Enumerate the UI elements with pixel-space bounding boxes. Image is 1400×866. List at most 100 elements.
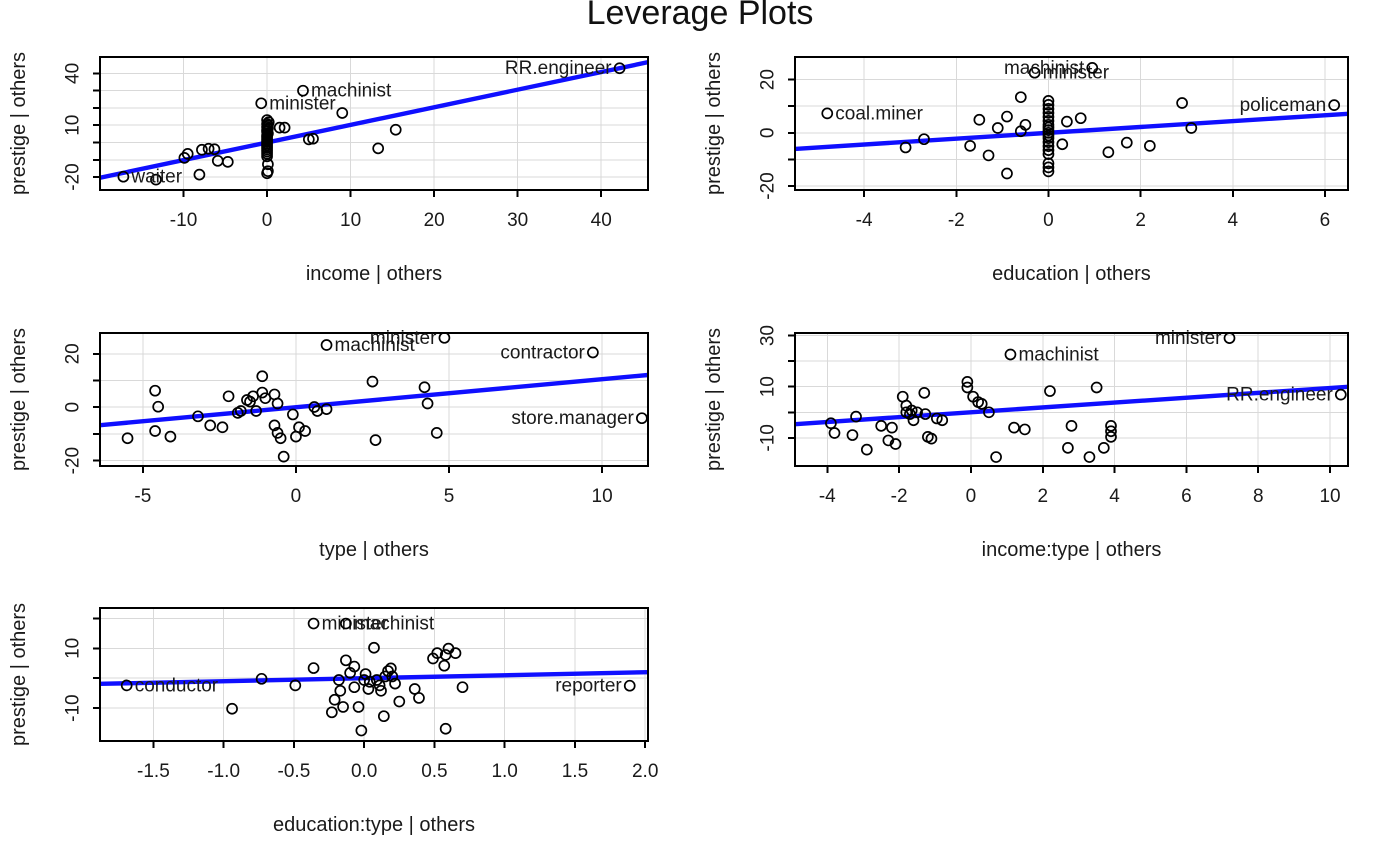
data-point bbox=[149, 425, 161, 437]
point-label: minister bbox=[1043, 63, 1110, 84]
x-tick-label: 10 bbox=[340, 210, 361, 231]
data-point bbox=[439, 722, 452, 735]
data-point bbox=[337, 701, 349, 713]
x-tick-label: 6 bbox=[1181, 486, 1192, 507]
data-point bbox=[1019, 118, 1032, 131]
labeled-data-point bbox=[1334, 388, 1347, 401]
x-tick-label: 2 bbox=[1135, 210, 1146, 231]
data-point bbox=[449, 647, 462, 659]
data-point bbox=[1042, 107, 1055, 119]
x-axis-title: income:type | others bbox=[982, 539, 1162, 561]
data-point bbox=[1062, 441, 1074, 454]
labeled-data-point bbox=[636, 412, 648, 425]
y-tick-label: 0 bbox=[63, 402, 84, 413]
data-point bbox=[961, 381, 974, 394]
labeled-data-point bbox=[821, 107, 834, 120]
x-tick-label: -1.5 bbox=[137, 761, 170, 782]
data-point bbox=[1001, 110, 1013, 123]
data-point bbox=[355, 724, 368, 737]
point-label: machinist bbox=[354, 614, 435, 635]
data-point bbox=[261, 167, 273, 180]
data-point bbox=[320, 403, 333, 415]
data-point bbox=[1074, 112, 1087, 125]
data-point bbox=[1042, 99, 1055, 111]
data-point bbox=[964, 139, 976, 152]
x-tick-label: 0 bbox=[262, 210, 273, 231]
data-point bbox=[192, 410, 204, 423]
data-point bbox=[369, 434, 382, 446]
data-point bbox=[828, 427, 841, 439]
x-tick-label: -2 bbox=[891, 486, 908, 507]
x-tick-label: 4 bbox=[1228, 210, 1239, 231]
data-point bbox=[366, 375, 379, 388]
x-tick-label: -5 bbox=[134, 486, 151, 507]
data-point bbox=[393, 695, 406, 708]
data-point bbox=[278, 121, 291, 134]
x-tick-label: -4 bbox=[819, 486, 836, 507]
data-point bbox=[216, 421, 229, 434]
data-point bbox=[899, 141, 912, 154]
data-point bbox=[299, 425, 311, 437]
labeled-data-point bbox=[1328, 99, 1341, 111]
data-point bbox=[152, 400, 165, 413]
data-point bbox=[1105, 425, 1117, 438]
labeled-data-point bbox=[307, 617, 320, 630]
data-point bbox=[1042, 136, 1055, 148]
data-point bbox=[886, 421, 898, 434]
x-axis-title: income | others bbox=[306, 263, 442, 285]
data-point bbox=[256, 386, 269, 399]
y-tick-label: 20 bbox=[63, 343, 84, 364]
data-point bbox=[1176, 97, 1188, 109]
data-point bbox=[268, 419, 281, 432]
data-point bbox=[149, 384, 161, 397]
x-tick-label: -4 bbox=[856, 210, 873, 231]
data-point bbox=[875, 419, 888, 432]
x-tick-label: 30 bbox=[507, 210, 528, 231]
data-point bbox=[860, 443, 873, 456]
data-point bbox=[961, 376, 974, 388]
labeled-data-point bbox=[613, 62, 626, 75]
data-point bbox=[271, 397, 284, 410]
data-point bbox=[256, 370, 269, 383]
data-point bbox=[328, 693, 341, 706]
labeled-data-point bbox=[438, 331, 451, 344]
data-point bbox=[438, 659, 451, 672]
y-tick-label: 20 bbox=[758, 69, 779, 90]
data-point bbox=[1001, 167, 1013, 180]
data-point bbox=[975, 397, 988, 410]
x-tick-label: 0.5 bbox=[421, 761, 447, 782]
data-point bbox=[363, 675, 376, 688]
data-point bbox=[261, 150, 273, 163]
data-point bbox=[846, 429, 859, 441]
data-point bbox=[936, 414, 949, 427]
data-point bbox=[1008, 421, 1020, 434]
x-tick-label: 4 bbox=[1109, 486, 1120, 507]
regression-line bbox=[795, 384, 1348, 427]
data-point bbox=[373, 679, 386, 692]
panel-income-type: machinist minister RR.engineer -4 -2 0 2 4 6 8 10 -… bbox=[703, 325, 1349, 561]
data-point bbox=[193, 168, 206, 181]
data-point bbox=[911, 406, 923, 419]
data-point bbox=[918, 133, 930, 146]
data-point bbox=[889, 438, 902, 450]
y-tick-label: 40 bbox=[63, 63, 84, 84]
data-point bbox=[289, 679, 302, 692]
data-point bbox=[208, 143, 221, 156]
data-point bbox=[1042, 157, 1055, 170]
data-point bbox=[234, 405, 247, 417]
data-point bbox=[990, 451, 1002, 463]
data-point bbox=[1061, 115, 1073, 128]
y-tick-label: 10 bbox=[63, 638, 84, 659]
labeled-data-point bbox=[1086, 62, 1099, 74]
x-tick-label: 1.0 bbox=[491, 761, 517, 782]
page-title: Leverage Plots bbox=[586, 0, 814, 32]
labeled-data-point bbox=[117, 170, 130, 183]
data-point bbox=[431, 647, 444, 659]
data-point bbox=[1105, 430, 1117, 443]
x-tick-label: 40 bbox=[591, 210, 612, 231]
data-point bbox=[226, 702, 238, 715]
labeled-data-point bbox=[297, 84, 309, 97]
data-point bbox=[930, 412, 943, 425]
labeled-data-point bbox=[1223, 332, 1236, 344]
